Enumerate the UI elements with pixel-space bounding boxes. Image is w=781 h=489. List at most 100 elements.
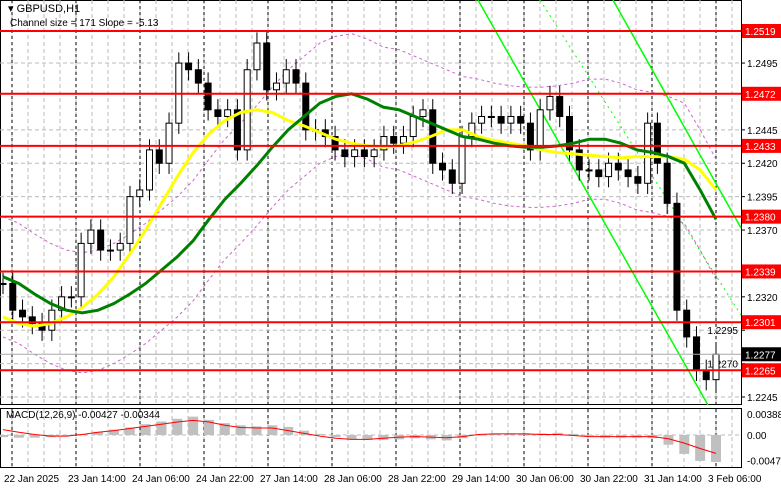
price-tick-label: 1.2445 <box>747 126 778 137</box>
price-tick-label: 1.2245 <box>747 393 778 404</box>
candle <box>624 159 632 188</box>
candle-body <box>331 136 339 151</box>
candle-body <box>673 202 681 311</box>
level-price-label: 1.2380 <box>745 213 776 224</box>
candle-body <box>155 149 163 164</box>
x-tick-label: 29 Jan 14:00 <box>452 474 510 485</box>
candle <box>28 306 36 335</box>
candle <box>673 192 681 321</box>
candle <box>517 105 525 134</box>
channel-upper-line <box>612 0 742 229</box>
candle-body <box>136 189 144 198</box>
candle-body <box>624 169 632 178</box>
macd-label: MACD(12,26,9) -0.00427 -0.00344 <box>6 410 160 421</box>
candle-body <box>692 336 700 371</box>
macd-histogram-bar <box>489 433 500 435</box>
candle <box>233 99 241 161</box>
candle-body <box>585 169 593 172</box>
candle <box>692 326 700 381</box>
macd-histogram-bar <box>473 435 484 436</box>
candle-body <box>546 95 554 111</box>
macd-histogram-bar <box>251 426 262 435</box>
candle-body <box>712 353 720 381</box>
candle-body <box>224 109 232 117</box>
candle-body <box>126 196 134 244</box>
candle <box>331 125 339 161</box>
current-price-badge <box>742 347 781 362</box>
candle-body <box>204 82 212 111</box>
candle-body <box>87 229 95 244</box>
candle-body <box>194 69 202 84</box>
candle-body <box>409 115 417 138</box>
upper-band <box>2 33 717 254</box>
x-tick-label: 30 Jan 06:00 <box>516 474 574 485</box>
candle <box>478 105 486 134</box>
candle-body <box>497 115 505 124</box>
macd-histogram-bar <box>124 427 135 435</box>
candle-body <box>9 282 17 311</box>
candle <box>136 179 144 208</box>
slow-moving-average <box>2 92 718 315</box>
candle-body <box>292 69 300 84</box>
candle <box>58 286 66 321</box>
price-tick-label: 1.2295 <box>707 326 738 337</box>
price-tick-label: 1.2495 <box>747 59 778 70</box>
symbol-title: ▾ GBPUSD,H1 <box>8 3 81 15</box>
macd-histogram-bar <box>219 423 230 435</box>
candle-body <box>653 122 661 164</box>
candle-body <box>565 115 573 151</box>
level-price-badge <box>742 315 781 330</box>
candle-body <box>263 42 271 91</box>
candle-body <box>487 115 495 118</box>
candle-body <box>380 136 388 151</box>
candle-body <box>536 109 544 151</box>
x-tick-label: 27 Jan 14:00 <box>260 474 318 485</box>
macd-histogram-bar <box>61 435 72 437</box>
candle-body <box>0 282 7 285</box>
candle-body <box>282 69 290 84</box>
candle-body <box>185 62 193 71</box>
candle-body <box>614 162 622 171</box>
candle-body <box>448 169 456 184</box>
candle-body <box>478 115 486 124</box>
candle <box>399 125 407 154</box>
macd-histogram-bar <box>695 435 706 461</box>
macd-tick-label: -0.00474 <box>747 457 781 468</box>
price-tick-label: 1.2370 <box>747 226 778 237</box>
level-price-label: 1.2433 <box>745 142 776 153</box>
x-tick-label: 23 Jan 14:00 <box>68 474 126 485</box>
macd-histogram-bar <box>679 435 690 454</box>
candle <box>0 272 7 295</box>
candle-body <box>272 82 280 91</box>
price-tick-label: 1.2320 <box>747 293 778 304</box>
candle <box>380 125 388 161</box>
candle-body <box>439 162 447 171</box>
candle <box>683 299 691 348</box>
candle <box>565 105 573 161</box>
candle <box>87 219 95 255</box>
candle-body <box>575 149 583 171</box>
candle-body <box>390 136 398 144</box>
candle <box>712 343 720 391</box>
candle <box>204 72 212 121</box>
macd-histogram-bar <box>93 431 104 435</box>
macd-histogram-bar <box>172 418 183 435</box>
candle-body <box>19 309 27 318</box>
price-tick-label: 1.2395 <box>747 193 778 204</box>
channel-lower-line <box>477 0 709 406</box>
candle-body <box>458 136 466 184</box>
level-price-label: 1.2519 <box>745 27 776 38</box>
candle <box>165 112 173 174</box>
candle <box>116 232 124 261</box>
level-price-badge <box>742 24 781 38</box>
level-price-label: 1.2301 <box>745 318 776 329</box>
candle-body <box>399 136 407 144</box>
macd-histogram-bar <box>314 433 325 435</box>
macd-tick-label: 0.00 <box>747 431 767 442</box>
candle <box>214 99 222 128</box>
candle-body <box>233 109 241 151</box>
level-price-label: 1.2472 <box>745 90 776 101</box>
candle <box>439 152 447 181</box>
candle <box>106 239 114 261</box>
